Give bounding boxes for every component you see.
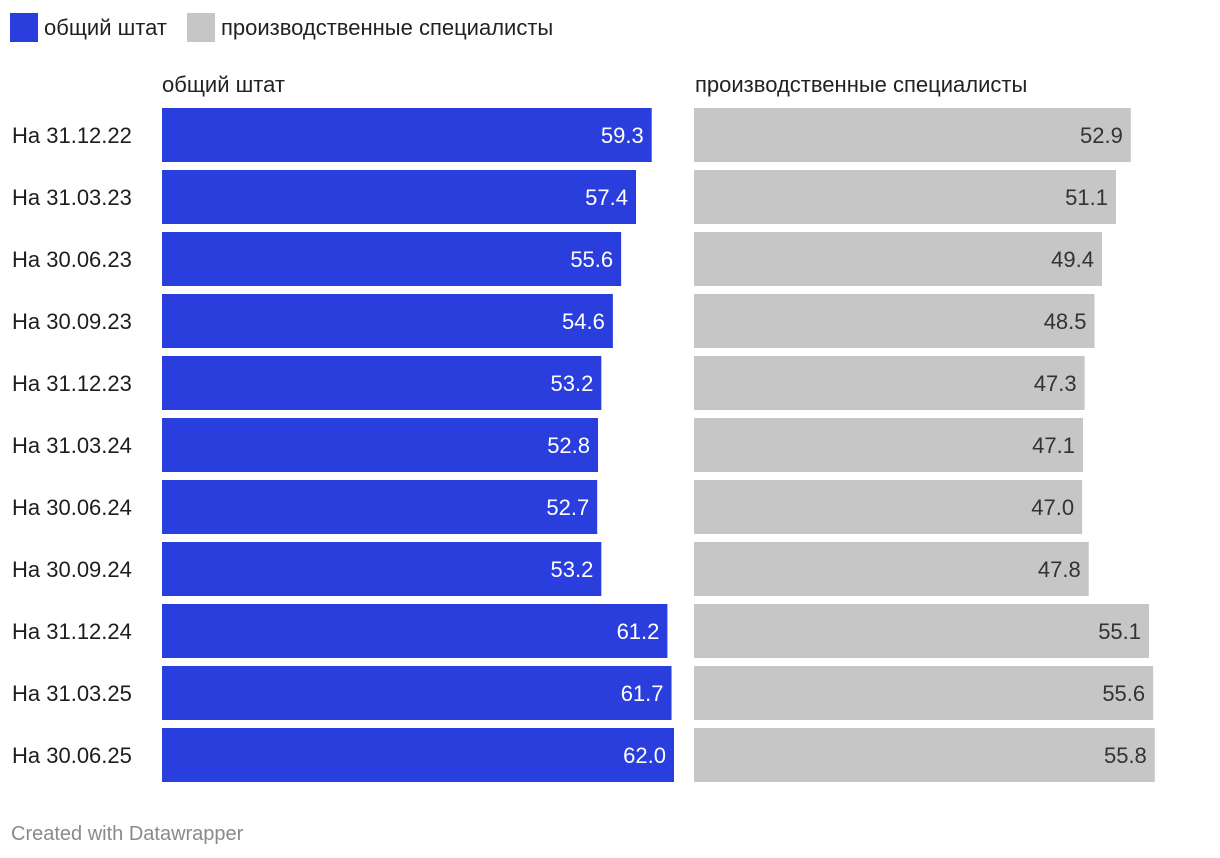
bar-production-specialists bbox=[694, 356, 1085, 410]
legend-swatch-production-specialists bbox=[186, 13, 215, 42]
legend-swatch-total-staff bbox=[10, 13, 38, 42]
value-label: 49.4 bbox=[1051, 247, 1094, 272]
bar-production-specialists bbox=[694, 728, 1155, 782]
row-label: На 30.06.23 bbox=[12, 247, 132, 272]
value-label: 47.0 bbox=[1031, 495, 1074, 520]
bar-production-specialists bbox=[694, 294, 1095, 348]
bar-total-staff bbox=[162, 232, 622, 286]
legend-label-total-staff: общий штат bbox=[44, 14, 167, 40]
bar-production-specialists bbox=[694, 108, 1131, 162]
bar-total-staff bbox=[162, 542, 602, 596]
legend-item-production-specialists: производственные специалисты bbox=[186, 13, 554, 42]
value-label: 47.3 bbox=[1034, 371, 1077, 396]
panel-title-production-specialists: производственные специалисты bbox=[695, 72, 1028, 97]
bar-total-staff bbox=[162, 356, 602, 410]
value-label: 55.1 bbox=[1098, 619, 1141, 644]
value-label: 61.7 bbox=[621, 681, 664, 706]
value-label: 48.5 bbox=[1044, 309, 1087, 334]
row-label: На 31.03.23 bbox=[12, 185, 132, 210]
bar-total-staff bbox=[162, 728, 674, 782]
value-label: 52.8 bbox=[547, 433, 590, 458]
value-label: 51.1 bbox=[1065, 185, 1108, 210]
value-label: 53.2 bbox=[551, 371, 594, 396]
row-label: На 31.12.23 bbox=[12, 371, 132, 396]
row-label: На 31.12.22 bbox=[12, 123, 132, 148]
value-label: 62.0 bbox=[623, 743, 666, 768]
legend-label-production-specialists: производственные специалисты bbox=[220, 14, 554, 40]
bar-production-specialists bbox=[694, 542, 1089, 596]
bar-total-staff bbox=[162, 294, 613, 348]
bar-production-specialists bbox=[694, 604, 1150, 658]
bar-total-staff bbox=[162, 170, 637, 224]
value-label: 47.8 bbox=[1038, 557, 1081, 582]
value-label: 61.2 bbox=[617, 619, 660, 644]
row-label: На 31.03.25 bbox=[12, 681, 132, 706]
bar-total-staff bbox=[162, 604, 668, 658]
value-label: 52.7 bbox=[546, 495, 589, 520]
bar-production-specialists bbox=[694, 418, 1083, 472]
value-label: 53.2 bbox=[551, 557, 594, 582]
row-label: На 30.09.24 bbox=[12, 557, 132, 582]
row-label: На 30.06.24 bbox=[12, 495, 132, 520]
bar-total-staff bbox=[162, 666, 672, 720]
value-label: 47.1 bbox=[1032, 433, 1075, 458]
footer-credit: Created with Datawrapper bbox=[11, 823, 244, 845]
row-label: На 31.12.24 bbox=[12, 619, 132, 644]
row-label: На 31.03.24 bbox=[12, 433, 132, 458]
legend-item-total-staff: общий штат bbox=[10, 13, 167, 42]
value-label: 59.3 bbox=[601, 123, 644, 148]
bar-production-specialists bbox=[694, 666, 1154, 720]
bar-production-specialists bbox=[694, 232, 1102, 286]
value-label: 55.8 bbox=[1104, 743, 1147, 768]
panel-title-total-staff: общий штат bbox=[162, 72, 285, 97]
bar-production-specialists bbox=[694, 170, 1116, 224]
legend: общий штат производственные специалисты bbox=[10, 13, 573, 42]
value-label: 55.6 bbox=[1102, 681, 1145, 706]
bar-total-staff bbox=[162, 418, 599, 472]
value-label: 55.6 bbox=[570, 247, 613, 272]
value-label: 54.6 bbox=[562, 309, 605, 334]
row-label: На 30.06.25 bbox=[12, 743, 132, 768]
value-label: 52.9 bbox=[1080, 123, 1123, 148]
bar-production-specialists bbox=[694, 480, 1083, 534]
bar-total-staff bbox=[162, 108, 652, 162]
bar-total-staff bbox=[162, 480, 598, 534]
value-label: 57.4 bbox=[585, 185, 628, 210]
row-label: На 30.09.23 bbox=[12, 309, 132, 334]
